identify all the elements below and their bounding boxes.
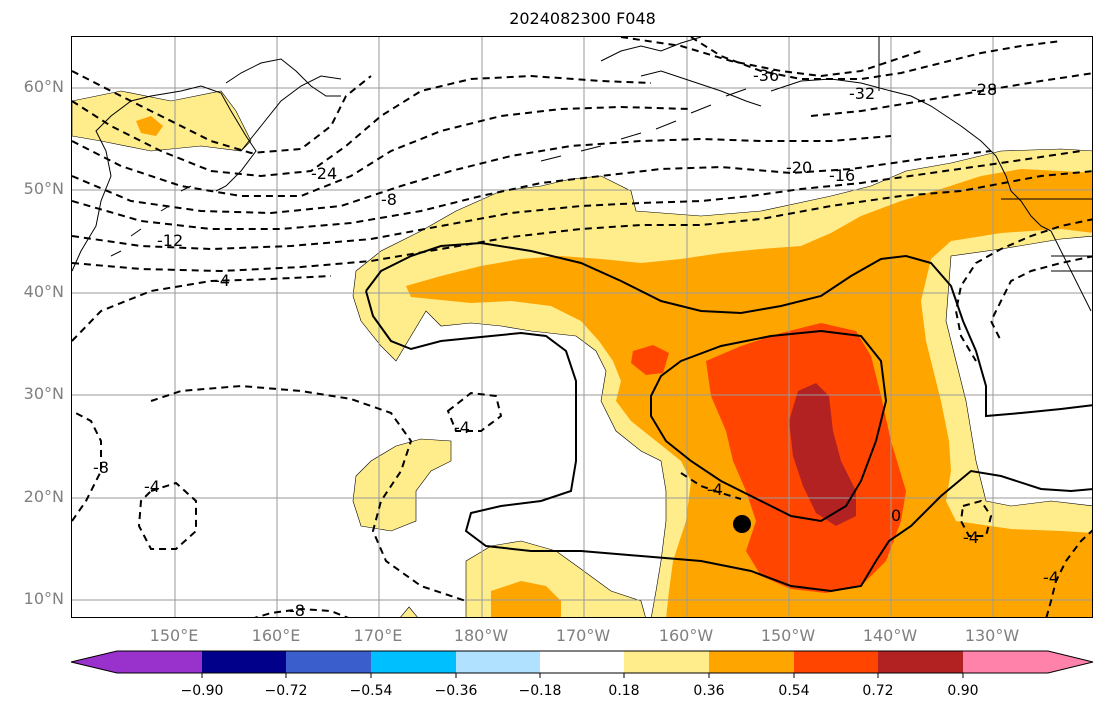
colorbar-outline: [70, 650, 1094, 674]
contour-label-13: -8: [93, 458, 109, 477]
lon-label-140w: 140°W: [862, 626, 918, 645]
colorbar-tick-label-0: −0.90: [180, 683, 224, 699]
contour-zero-north: [365, 241, 1092, 418]
contour-minus4-loop: [150, 384, 467, 602]
contour-label-5: -16: [829, 166, 855, 185]
shade-yellow-asia: [72, 90, 252, 152]
contour-zero-west: [365, 290, 1092, 593]
lon-label-170e: 170°E: [353, 626, 403, 645]
shade-yellow-small: [400, 606, 418, 617]
shade-darkred-core: [789, 383, 856, 526]
shade-yellow-island: [352, 438, 452, 532]
shade-orange-asia: [136, 116, 163, 136]
lon-label-150e: 150°E: [149, 626, 199, 645]
lon-label-180w: 180°W: [453, 626, 509, 645]
coast-aleutians: [540, 88, 747, 162]
lat-label-30n: 30°N: [23, 384, 64, 403]
colorbar-segment: [456, 651, 540, 673]
coast-alaska: [600, 37, 1052, 232]
contour-label-0: -36: [753, 66, 779, 85]
contour-label-6: -12: [157, 231, 183, 250]
contour-label-9: -4: [454, 418, 470, 437]
storm-center-marker: [733, 515, 751, 533]
lon-label-160w: 160°W: [658, 626, 714, 645]
colorbar-segment: [286, 651, 371, 673]
contour-label-8: -4: [214, 271, 230, 290]
colorbar-tick-label-6: 0.36: [693, 683, 725, 699]
lat-label-60n: 60°N: [23, 77, 64, 96]
colorbar-segment: [709, 651, 794, 673]
colorbar-segment: [878, 651, 963, 673]
contour-label-2: -28: [971, 80, 997, 99]
contour-label-1: -32: [849, 84, 875, 103]
map-title: 2024082300 F048: [509, 9, 656, 28]
lon-label-150w: 150°W: [760, 626, 816, 645]
contour-label-16: 0: [891, 506, 901, 525]
colorbar-segment: [71, 651, 202, 673]
contour-inner-loop: [650, 329, 888, 523]
colorbar-segment: [371, 651, 456, 673]
lon-label-130w: 130°W: [964, 626, 1020, 645]
colorbar-segment: [963, 651, 1093, 673]
contour-label-4: -20: [786, 158, 812, 177]
graticule: [72, 37, 1092, 617]
lon-label-170w: 170°W: [555, 626, 611, 645]
solid-contours: [365, 241, 1092, 593]
colorbar-tick-label-5: 0.18: [608, 683, 640, 699]
colorbar-ticks: [201, 673, 964, 678]
colorbar-segment: [624, 651, 709, 673]
coastlines: [72, 37, 1092, 312]
contour-label-10: -4: [144, 477, 160, 496]
map-plot-area: -36 -32 -28 -24 -20 -16 -12 -8 -4 -4 -4 …: [71, 36, 1093, 618]
border-canada: [878, 37, 1092, 257]
lat-label-20n: 20°N: [23, 487, 64, 506]
contour-label-14: -8: [289, 601, 305, 618]
colorbar-tick-label-2: −0.54: [349, 683, 393, 699]
colorbar-segments: [70, 650, 1094, 674]
contour-label-12: -4: [1043, 568, 1059, 587]
colorbar-segment: [540, 651, 624, 673]
coast-asia: [72, 75, 342, 272]
shade-orange-south: [491, 581, 561, 617]
dashed-contours: [72, 37, 1092, 617]
colorbar-segment: [794, 651, 878, 673]
shade-redorange-west: [631, 345, 669, 375]
contour-label-3: -24: [311, 164, 337, 183]
colorbar-tick-label-3: −0.36: [434, 683, 478, 699]
lon-label-160e: 160°E: [251, 626, 301, 645]
lat-label-40n: 40°N: [23, 282, 64, 301]
colorbar-segment: [202, 651, 286, 673]
shading-layer: [72, 90, 1092, 617]
lat-label-50n: 50°N: [23, 179, 64, 198]
contour-label-15: -4: [707, 480, 723, 499]
contour-label-7: -8: [381, 190, 397, 209]
colorbar-tick-label-8: 0.72: [862, 683, 894, 699]
map-canvas: -36 -32 -28 -24 -20 -16 -12 -8 -4 -4 -4 …: [72, 37, 1092, 618]
colorbar-tick-label-1: −0.72: [264, 683, 308, 699]
contour-label-11: -4: [963, 528, 979, 547]
contour-labels: -36 -32 -28 -24 -20 -16 -12 -8 -4 -4 -4 …: [93, 66, 1059, 618]
colorbar-tick-label-7: 0.54: [778, 683, 810, 699]
coast-kamchatka: [225, 58, 341, 97]
lat-label-10n: 10°N: [23, 589, 64, 608]
coast-kurils: [110, 185, 192, 257]
colorbar-tick-label-4: −0.18: [518, 683, 562, 699]
colorbar-tick-label-9: 0.90: [947, 683, 979, 699]
